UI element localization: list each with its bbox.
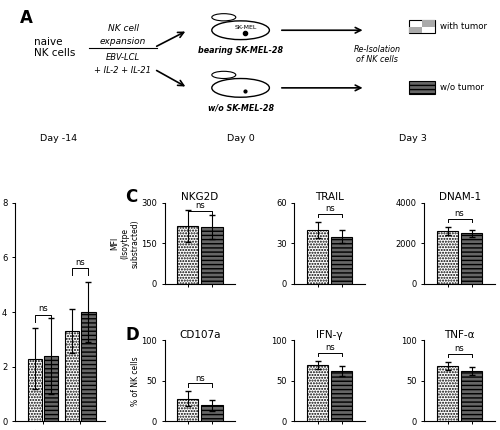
Y-axis label: MFI
(Isoytpe
substracted): MFI (Isoytpe substracted) bbox=[110, 219, 140, 267]
Bar bbox=[437, 231, 458, 284]
Text: C: C bbox=[126, 188, 138, 206]
Text: Day 0: Day 0 bbox=[226, 134, 254, 143]
Text: Re-Isolation
of NK cells: Re-Isolation of NK cells bbox=[354, 45, 401, 64]
Bar bbox=[461, 233, 482, 284]
Y-axis label: % of NK cells: % of NK cells bbox=[130, 356, 140, 406]
Circle shape bbox=[212, 71, 236, 79]
Bar bbox=[408, 81, 435, 94]
Text: with tumor: with tumor bbox=[440, 22, 487, 31]
Text: Day 3: Day 3 bbox=[400, 134, 427, 143]
Bar bbox=[408, 27, 422, 33]
Title: TNF-α: TNF-α bbox=[444, 330, 475, 340]
Text: bearing SK-MEL-28: bearing SK-MEL-28 bbox=[198, 46, 283, 55]
Bar bbox=[331, 371, 352, 421]
Text: D: D bbox=[126, 326, 140, 344]
Text: w/o tumor: w/o tumor bbox=[440, 83, 484, 92]
Text: expansion: expansion bbox=[100, 37, 146, 46]
Bar bbox=[65, 331, 79, 421]
Bar bbox=[437, 366, 458, 421]
Bar bbox=[28, 359, 42, 421]
Text: naive
NK cells: naive NK cells bbox=[34, 37, 76, 58]
Bar bbox=[307, 365, 328, 421]
Text: ns: ns bbox=[195, 374, 205, 383]
Text: ns: ns bbox=[195, 201, 205, 210]
Bar bbox=[422, 20, 435, 27]
Title: DNAM-1: DNAM-1 bbox=[438, 192, 480, 202]
Circle shape bbox=[212, 14, 236, 21]
Bar bbox=[307, 230, 328, 284]
Title: CD107a: CD107a bbox=[179, 330, 220, 340]
Text: ns: ns bbox=[76, 258, 85, 267]
Text: SK-MEL: SK-MEL bbox=[234, 25, 256, 30]
Bar bbox=[44, 356, 59, 421]
Text: ns: ns bbox=[454, 209, 464, 218]
Text: + IL-2 + IL-21: + IL-2 + IL-21 bbox=[94, 66, 152, 75]
Title: TRAIL: TRAIL bbox=[316, 192, 344, 202]
Bar bbox=[202, 405, 222, 421]
Text: EBV-LCL: EBV-LCL bbox=[106, 53, 140, 62]
Bar bbox=[331, 237, 352, 284]
Bar bbox=[81, 312, 96, 421]
Text: A: A bbox=[20, 9, 32, 27]
Text: ns: ns bbox=[325, 343, 334, 352]
Text: ns: ns bbox=[38, 304, 48, 313]
Ellipse shape bbox=[212, 21, 270, 40]
Text: ns: ns bbox=[454, 344, 464, 353]
Text: NK cell: NK cell bbox=[108, 24, 138, 33]
Title: IFN-γ: IFN-γ bbox=[316, 330, 343, 340]
Ellipse shape bbox=[212, 79, 270, 97]
Title: NKG2D: NKG2D bbox=[182, 192, 218, 202]
Text: Day -14: Day -14 bbox=[40, 134, 77, 143]
Text: w/o SK-MEL-28: w/o SK-MEL-28 bbox=[208, 104, 274, 113]
Bar bbox=[408, 20, 435, 33]
Bar bbox=[178, 226, 199, 284]
Bar bbox=[202, 227, 222, 284]
Bar bbox=[178, 399, 199, 421]
Bar bbox=[461, 371, 482, 421]
Text: ns: ns bbox=[325, 204, 334, 213]
